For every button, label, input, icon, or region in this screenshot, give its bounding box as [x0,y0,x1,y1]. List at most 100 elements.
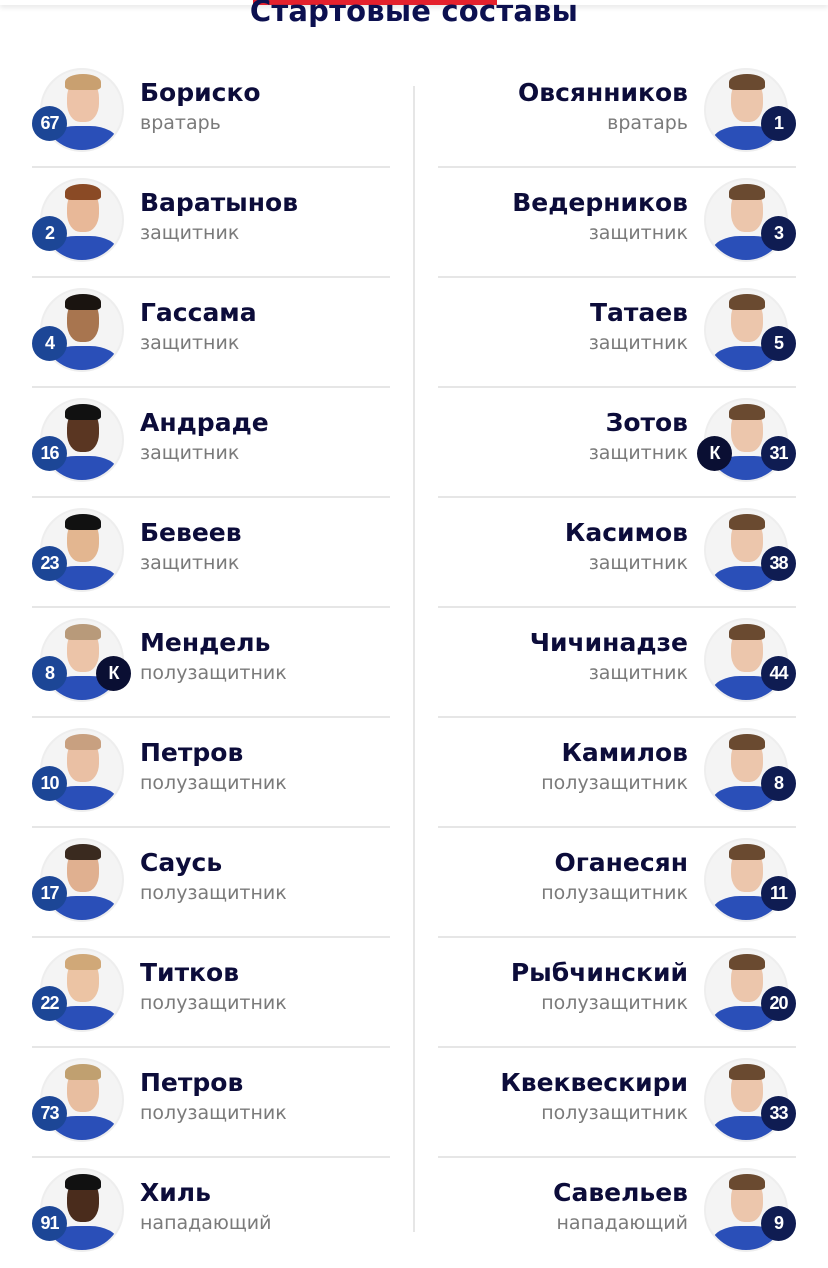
shirt-number-badge: 2 [32,216,67,251]
away-player-row[interactable]: 9 Савельев нападающий [438,1158,796,1268]
away-player-row[interactable]: 38 Касимов защитник [438,498,796,608]
row-divider [32,716,390,718]
away-player-row[interactable]: 3 Ведерников защитник [438,168,796,278]
row-divider [32,1156,390,1158]
player-position: защитник [140,442,240,464]
shirt-number-badge: 11 [761,876,796,911]
column-divider [413,86,415,1232]
row-divider [32,606,390,608]
row-divider [32,496,390,498]
page-title: Стартовые составы [249,0,579,28]
row-divider [32,936,390,938]
player-name[interactable]: Зотов [605,408,688,437]
home-player-row[interactable]: 8 К Мендель полузащитник [32,608,390,718]
shirt-number-badge: 33 [761,1096,796,1131]
row-divider [32,386,390,388]
row-divider [438,826,796,828]
player-name[interactable]: Оганесян [554,848,688,877]
shirt-number-badge: 8 [32,656,67,691]
home-player-row[interactable]: 22 Титков полузащитник [32,938,390,1048]
player-name[interactable]: Рыбчинский [510,958,688,987]
player-position: полузащитник [140,772,287,794]
player-name[interactable]: Петров [140,738,244,767]
player-name[interactable]: Савельев [553,1178,688,1207]
shirt-number-badge: 16 [32,436,67,471]
player-position: защитник [140,332,240,354]
shirt-number-badge: 5 [761,326,796,361]
shirt-number-badge: 38 [761,546,796,581]
shirt-number-badge: 10 [32,766,67,801]
player-name[interactable]: Варатынов [140,188,299,217]
row-divider [438,606,796,608]
player-position: защитник [588,222,688,244]
player-name[interactable]: Квеквескири [500,1068,688,1097]
shirt-number-badge: 3 [761,216,796,251]
away-player-row[interactable]: 8 Камилов полузащитник [438,718,796,828]
shirt-number-badge: 20 [761,986,796,1021]
player-photo [704,508,788,592]
shirt-number-badge: 1 [761,106,796,141]
home-player-row[interactable]: 91 Хиль нападающий [32,1158,390,1268]
player-position: защитник [588,332,688,354]
captain-badge: К [96,656,131,691]
away-player-row[interactable]: 11 Оганесян полузащитник [438,828,796,938]
player-name[interactable]: Петров [140,1068,244,1097]
shirt-number-badge: 8 [761,766,796,801]
player-position: защитник [588,662,688,684]
player-name[interactable]: Андраде [140,408,269,437]
player-name[interactable]: Ведерников [512,188,688,217]
captain-badge: К [697,436,732,471]
row-divider [438,496,796,498]
row-divider [32,276,390,278]
away-player-row[interactable]: 20 Рыбчинский полузащитник [438,938,796,1048]
away-player-row[interactable]: 1 Овсянников вратарь [438,58,796,168]
home-player-row[interactable]: 23 Бевеев защитник [32,498,390,608]
player-name[interactable]: Овсянников [518,78,688,107]
row-divider [438,936,796,938]
player-position: вратарь [607,112,688,134]
player-name[interactable]: Бориско [140,78,261,107]
player-name[interactable]: Бевеев [140,518,242,547]
player-name[interactable]: Титков [140,958,240,987]
player-position: защитник [588,552,688,574]
row-divider [32,166,390,168]
player-name[interactable]: Касимов [564,518,688,547]
player-name[interactable]: Саусь [140,848,223,877]
player-name[interactable]: Гассама [140,298,257,327]
home-player-row[interactable]: 2 Варатынов защитник [32,168,390,278]
row-divider [438,1046,796,1048]
player-name[interactable]: Чичинадзе [529,628,688,657]
shirt-number-badge: 4 [32,326,67,361]
row-divider [438,276,796,278]
player-position: полузащитник [140,1102,287,1124]
away-player-row[interactable]: 44 Чичинадзе защитник [438,608,796,718]
shirt-number-badge: 67 [32,106,67,141]
player-position: полузащитник [541,1102,688,1124]
player-name[interactable]: Камилов [561,738,688,767]
home-player-row[interactable]: 17 Саусь полузащитник [32,828,390,938]
shirt-number-badge: 22 [32,986,67,1021]
shirt-number-badge: 17 [32,876,67,911]
player-name[interactable]: Татаев [589,298,688,327]
player-position: полузащитник [140,662,287,684]
row-divider [438,1156,796,1158]
player-name[interactable]: Мендель [140,628,271,657]
active-tab-indicator [253,0,497,5]
away-player-row[interactable]: 33 Квеквескири полузащитник [438,1048,796,1158]
player-name[interactable]: Хиль [140,1178,211,1207]
away-player-row[interactable]: 5 Татаев защитник [438,278,796,388]
player-position: вратарь [140,112,221,134]
home-player-row[interactable]: 73 Петров полузащитник [32,1048,390,1158]
player-position: полузащитник [140,882,287,904]
home-player-row[interactable]: 10 Петров полузащитник [32,718,390,828]
player-position: полузащитник [541,882,688,904]
away-player-row[interactable]: 31 К Зотов защитник [438,388,796,498]
home-player-row[interactable]: 67 Бориско вратарь [32,58,390,168]
player-position: защитник [588,442,688,464]
home-player-row[interactable]: 4 Гассама защитник [32,278,390,388]
shirt-number-badge: 44 [761,656,796,691]
shirt-number-badge: 23 [32,546,67,581]
player-position: нападающий [140,1212,272,1234]
home-player-row[interactable]: 16 Андраде защитник [32,388,390,498]
shirt-number-badge: 91 [32,1206,67,1241]
